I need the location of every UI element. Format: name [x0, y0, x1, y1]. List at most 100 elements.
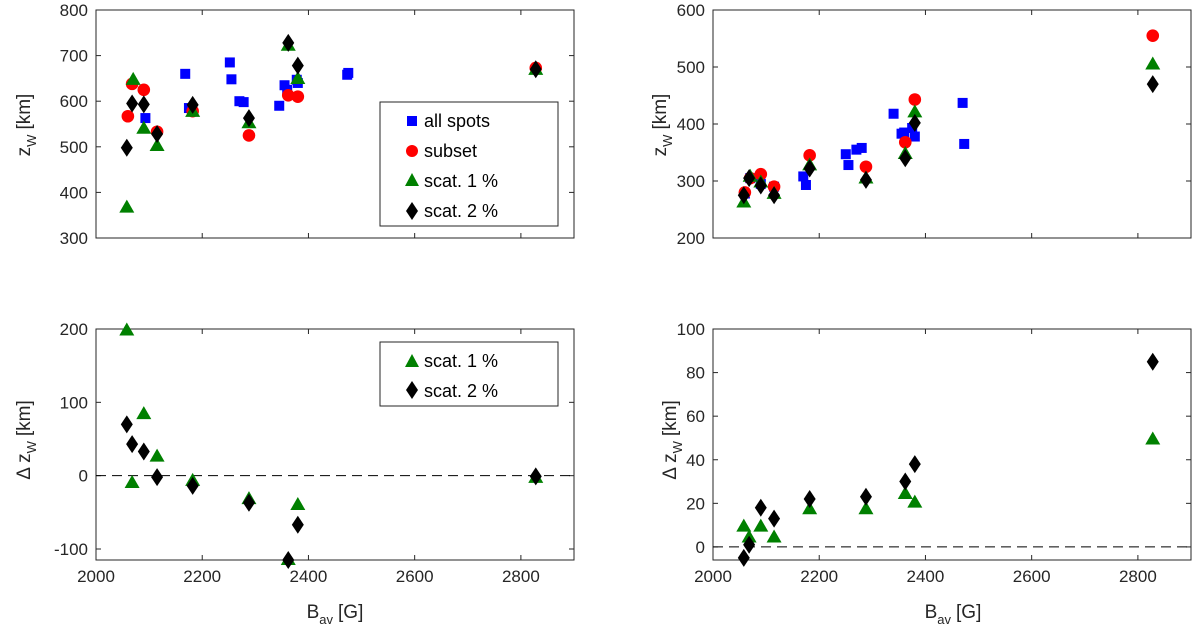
legend-all-spots-marker — [407, 116, 417, 126]
legend-bottom-scat2-label: scat. 2 % — [424, 381, 498, 401]
bottom-left-xtick-label: 2400 — [290, 567, 328, 586]
bottom-left-xtick-label: 2200 — [183, 567, 221, 586]
top-left-point-scat-1 — [125, 71, 141, 85]
top-left-ytick-label: 500 — [60, 138, 88, 157]
top-left-point-scat-2 — [529, 60, 542, 79]
top-left-point-scat-2 — [126, 94, 139, 113]
top-left-point-all-spots — [224, 57, 235, 68]
bottom-left-ytick-label: 100 — [60, 393, 88, 412]
bottom-left-x-label: Bav [G] — [307, 602, 364, 627]
top-left-point-all-spots — [226, 74, 237, 85]
top-right-point-all-spots — [843, 160, 854, 171]
top-right-point-scat-2 — [899, 149, 912, 168]
top-left-ytick-label: 400 — [60, 183, 88, 202]
top-left-point-scat-2 — [186, 95, 199, 114]
top-right-y-label: zW[km] — [650, 94, 675, 157]
top-left-point-scat-2 — [242, 109, 255, 128]
bottom-right-x-label: Bav [G] — [925, 602, 982, 627]
top-left-ytick-label: 700 — [60, 47, 88, 66]
panel-top-left: 300 400 500 600 700 800 — [60, 1, 575, 248]
panel-top-right: 200 300 400 500 600 — [677, 1, 1192, 248]
top-right-point-subset — [898, 135, 912, 149]
bottom-left-point-scat-2 — [529, 467, 542, 486]
top-right-point-subset — [1146, 29, 1160, 42]
bottom-right-y-label: Δ zW[km] — [660, 400, 685, 480]
legend-subset-marker — [406, 145, 418, 157]
bottom-left-ytick-label: -100 — [54, 540, 88, 559]
bottom-left-xtick-label: 2600 — [396, 567, 434, 586]
top-left-point-subset — [242, 129, 256, 142]
top-right-point-all-spots — [800, 179, 811, 190]
bottom-right-point-scat-1 — [1145, 431, 1161, 445]
bottom-right-ytick-label: 60 — [686, 407, 705, 426]
top-right-point-subset — [803, 149, 816, 162]
legend-subset-label: subset — [424, 141, 477, 161]
top-right-point-scat-2 — [754, 176, 767, 195]
bottom-right-xtick-label: 2000 — [694, 567, 732, 586]
legend-all-spots-label: all spots — [424, 111, 490, 131]
legend-bottom-scat1-label: scat. 1 % — [424, 351, 498, 371]
top-left-point-scat-2 — [137, 95, 150, 114]
legend-top-left: all spots subset scat. 1 % scat. 2 % — [379, 101, 559, 227]
top-left-point-all-spots — [140, 113, 151, 124]
bottom-left-point-scat-1 — [290, 497, 306, 511]
top-right-point-subset — [908, 93, 922, 106]
bottom-right-point-scat-1 — [907, 494, 923, 508]
bottom-left-y-label: Δ zW[km] — [14, 400, 39, 480]
bottom-right-point-scat-2 — [737, 548, 750, 567]
legend-scat2-label: scat. 2 % — [424, 201, 498, 221]
legend-bottom-scat1-marker — [405, 354, 419, 367]
top-left-point-scat-1 — [149, 138, 165, 152]
top-right-point-scat-1 — [1145, 56, 1161, 70]
top-right-point-scat-2 — [1146, 75, 1159, 94]
top-left-y-label: zW[km] — [14, 94, 39, 157]
legend-bottom-left: scat. 1 % scat. 2 % — [379, 341, 559, 407]
legend-scat1-label: scat. 1 % — [424, 171, 498, 191]
top-right-axes-frame — [712, 9, 1192, 239]
top-right-ytick-label: 500 — [677, 58, 705, 77]
top-right-point-subset — [859, 160, 873, 174]
top-left-point-all-spots — [343, 67, 354, 78]
bottom-left-point-scat-1 — [149, 448, 165, 462]
bottom-right-point-scat-1 — [736, 518, 752, 532]
bottom-right-xtick-label: 2800 — [1119, 567, 1157, 586]
bottom-left-point-scat-2 — [151, 468, 164, 487]
legend-scat1-marker — [405, 173, 419, 186]
bottom-left-point-scat-2 — [291, 515, 304, 534]
bottom-right-xtick-label: 2400 — [907, 567, 945, 586]
bottom-right-point-scat-2 — [754, 498, 767, 517]
bottom-right-point-scat-1 — [897, 485, 913, 499]
top-left-ytick-label: 800 — [60, 1, 88, 20]
top-left-point-scat-2 — [282, 33, 295, 52]
bottom-left-point-scat-1 — [124, 475, 140, 489]
top-right-point-scat-2 — [803, 159, 816, 178]
bottom-right-ytick-label: 0 — [696, 538, 705, 557]
top-right-ytick-label: 200 — [677, 229, 705, 248]
top-right-point-all-spots — [888, 108, 899, 119]
top-right-point-scat-2 — [743, 169, 756, 188]
top-right-point-scat-2 — [859, 170, 872, 189]
bottom-right-point-scat-1 — [766, 529, 782, 543]
bottom-right-ytick-label: 20 — [686, 494, 705, 513]
top-left-point-subset — [291, 90, 305, 103]
top-left-point-subset — [281, 88, 295, 102]
bottom-right-point-scat-2 — [899, 472, 912, 491]
legend-scat2-marker — [406, 202, 418, 220]
bottom-left-xtick-label: 2800 — [502, 567, 540, 586]
panel-bottom-right: 0 20 40 60 80 100 2000 2200 2400 2600 2800 — [677, 320, 1192, 586]
bottom-right-point-scat-2 — [743, 535, 756, 554]
bottom-right-point-scat-2 — [803, 489, 816, 508]
top-left-point-all-spots — [238, 97, 249, 108]
top-right-point-subset — [754, 167, 768, 181]
top-right-point-scat-2 — [908, 113, 921, 132]
bottom-right-point-scat-1 — [753, 518, 769, 532]
bottom-right-axes-frame — [712, 328, 1192, 561]
bottom-left-point-scat-1 — [119, 322, 135, 336]
top-right-point-all-spots — [909, 131, 920, 142]
top-left-point-scat-2 — [291, 56, 304, 75]
top-right-point-all-spots — [856, 142, 867, 153]
top-right-point-scat-1 — [907, 104, 923, 118]
bottom-left-point-scat-2 — [186, 476, 199, 495]
bottom-right-point-scat-2 — [1146, 352, 1159, 371]
